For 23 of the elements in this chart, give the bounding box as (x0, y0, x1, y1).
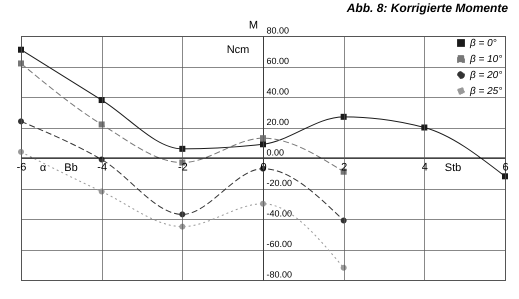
y-tick-label: -20.00 (266, 178, 292, 188)
annotation: Bb (64, 162, 78, 174)
legend-label: β = 20° (469, 70, 502, 81)
annotation: Ncm (226, 44, 250, 56)
x-tick-label: -2 (178, 162, 188, 174)
y-tick-label: 60.00 (266, 56, 290, 66)
y-tick-label: 20.00 (266, 117, 290, 127)
x-tick-label: -4 (97, 162, 108, 174)
y-tick-label: -60.00 (266, 239, 292, 249)
y-tick-label: -80.00 (266, 270, 292, 280)
legend-label: β = 25° (469, 86, 502, 97)
x-tick-label: 2 (341, 162, 348, 174)
chart-title: Abb. 8: Korrigierte Momente (346, 1, 508, 15)
legend-label: β = 0° (469, 38, 497, 49)
y-tick-label: 40.00 (266, 86, 290, 96)
annotation: α (40, 162, 47, 174)
x-tick-label: 4 (422, 162, 428, 174)
legend-label: β = 10° (469, 54, 502, 65)
y-tick-label: 0.00 (266, 148, 284, 158)
annotation: Stb (444, 162, 462, 174)
y-tick-label: -40.00 (266, 208, 292, 218)
y-axis-title: M (248, 20, 258, 32)
y-tick-label: 80.00 (266, 26, 290, 36)
